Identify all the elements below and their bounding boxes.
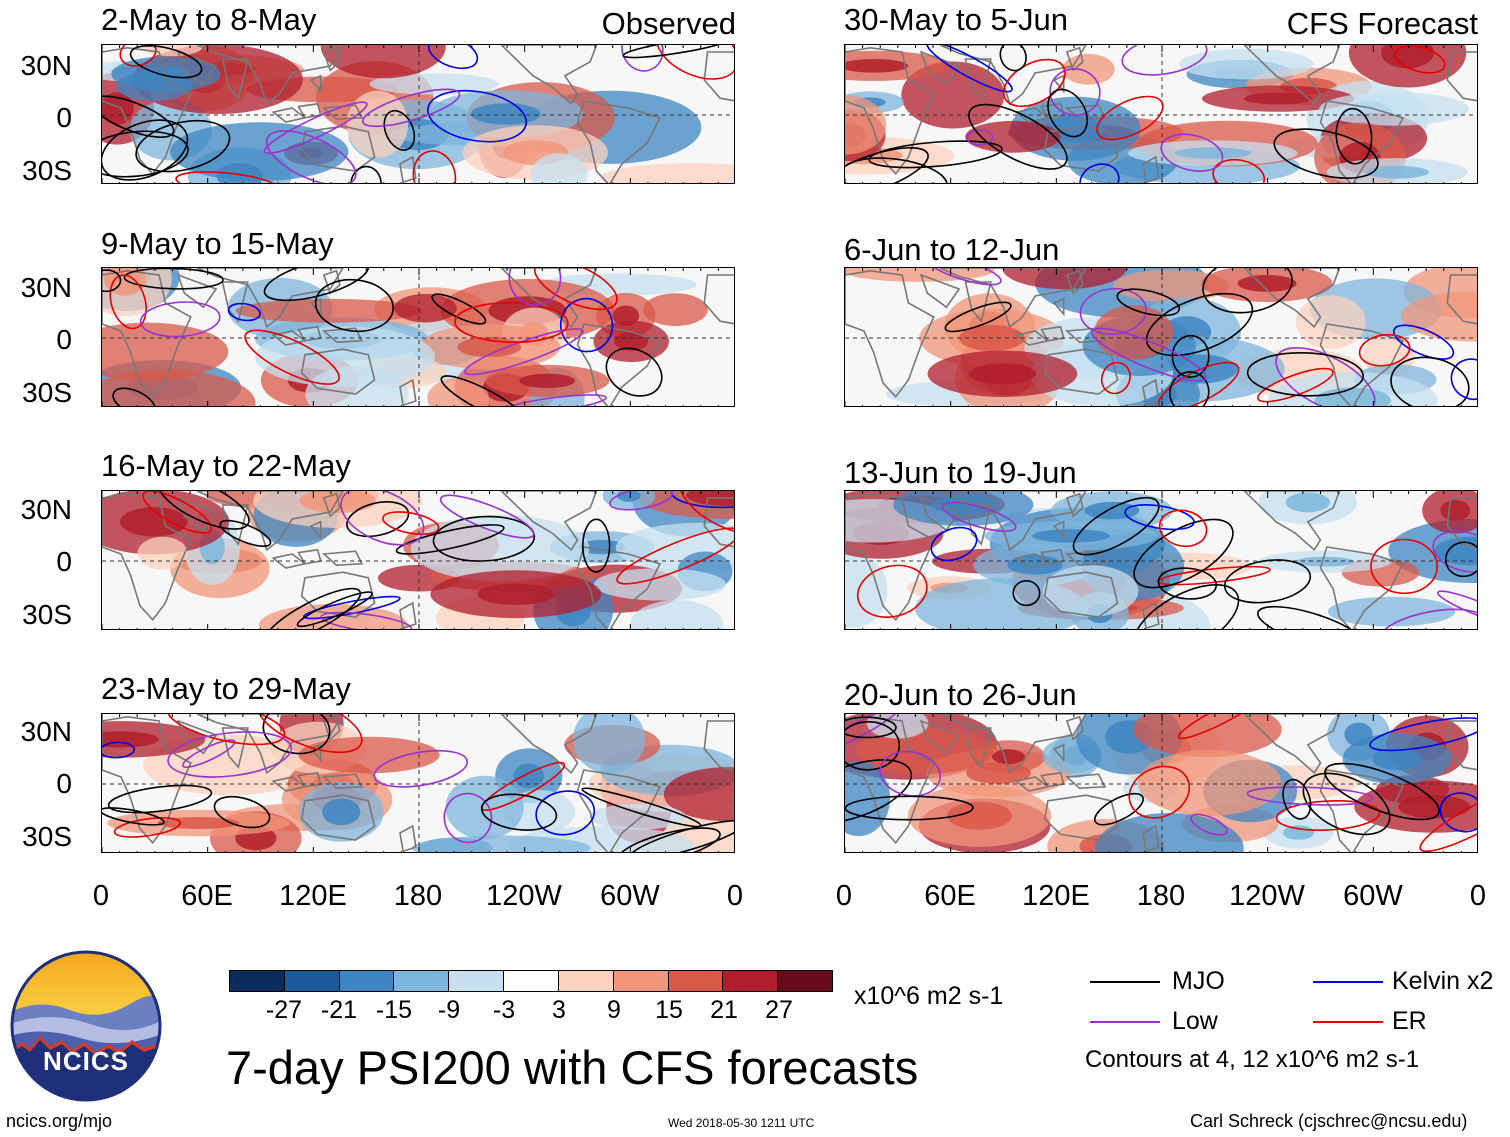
logo-text: NCICS (43, 1046, 129, 1076)
lat-label-30s-p1: 30S (22, 155, 72, 186)
lat-label-eq-p4: 0 (56, 768, 72, 799)
lon-label-left-180: 180 (393, 880, 443, 912)
colorbar-swatch-11 (778, 971, 832, 991)
colorbar-swatch-7 (558, 971, 614, 991)
legend-low-line (1090, 1021, 1160, 1023)
colorbar-swatch-9 (668, 971, 724, 991)
colorbar-tick-4: -9 (437, 996, 461, 1024)
legend-note: Contours at 4, 12 x10^6 m2 s-1 (1085, 1046, 1420, 1073)
legend-low-label: Low (1172, 1007, 1218, 1035)
lat-label-30s-p4: 30S (22, 821, 72, 852)
lon-label-right-120e: 120E (1022, 880, 1090, 912)
lon-label-right-0: 0 (835, 880, 853, 912)
colorbar-tick-1: -27 (265, 996, 303, 1024)
ncics-logo: NCICS (10, 950, 162, 1102)
legend-mjo-line (1090, 981, 1160, 983)
footer-credit: Carl Schreck (cjschrec@ncsu.edu) (1190, 1111, 1468, 1131)
main-title: 7-day PSI200 with CFS forecasts (226, 1041, 919, 1094)
observed-map-2 (101, 267, 735, 407)
forecast-panel-2-title: 6-Jun to 12-Jun (844, 232, 1060, 267)
legend-mjo-label: MJO (1172, 967, 1225, 995)
colorbar-tick-10: 27 (765, 996, 793, 1024)
colorbar-tick-8: 15 (655, 996, 683, 1024)
observed-map-1 (101, 44, 735, 184)
lon-label-right-360: 0 (1469, 880, 1487, 912)
colorbar-swatch-4 (394, 971, 450, 991)
lat-label-30n-p2: 30N (20, 272, 72, 303)
lon-label-right-180: 180 (1136, 880, 1186, 912)
footer-url[interactable]: ncics.org/mjo (6, 1111, 113, 1131)
lat-label-30n-p4: 30N (20, 716, 72, 747)
forecast-panel-3-title: 13-Jun to 19-Jun (844, 455, 1077, 490)
colorbar-swatch-8 (613, 971, 669, 991)
lat-label-eq-p2: 0 (56, 324, 72, 355)
forecast-map-3 (844, 490, 1478, 630)
lon-label-left-120w: 120W (486, 880, 562, 912)
forecast-header: CFS Forecast (1286, 6, 1478, 41)
observed-panel-2-title: 9-May to 15-May (101, 226, 334, 261)
colorbar-units: x10^6 m2 s-1 (854, 982, 1004, 1010)
lon-label-right-120w: 120W (1229, 880, 1305, 912)
lon-label-left-360: 0 (726, 880, 744, 912)
lat-label-30s-p3: 30S (22, 599, 72, 630)
forecast-map-4 (844, 713, 1478, 853)
lat-label-eq-p3: 0 (56, 546, 72, 577)
observed-panel-4-title: 23-May to 29-May (101, 671, 351, 706)
lon-label-right-60e: 60E (924, 880, 976, 912)
colorbar-swatch-2 (284, 971, 340, 991)
lon-label-left-120e: 120E (279, 880, 347, 912)
forecast-panel-1-title: 30-May to 5-Jun (844, 2, 1068, 37)
legend-er-label: ER (1392, 1007, 1427, 1035)
lat-label-30n-p3: 30N (20, 494, 72, 525)
forecast-panel-4-title: 20-Jun to 26-Jun (844, 677, 1077, 712)
lat-label-30s-p2: 30S (22, 377, 72, 408)
colorbar-tick-9: 21 (710, 996, 738, 1024)
colorbar (229, 970, 833, 992)
colorbar-tick-3: -15 (375, 996, 413, 1024)
legend-kelvin-line (1313, 981, 1383, 983)
legend-kelvin-label: Kelvin x2 (1392, 967, 1494, 995)
colorbar-tick-5: -3 (492, 996, 516, 1024)
lon-label-right-60w: 60W (1343, 880, 1403, 912)
lat-label-30n-p1: 30N (20, 50, 72, 81)
colorbar-tick-6: 3 (552, 996, 566, 1024)
colorbar-tick-2: -21 (320, 996, 358, 1024)
lat-label-eq-p1: 0 (56, 102, 72, 133)
colorbar-tick-7: 9 (607, 996, 621, 1024)
observed-map-3 (101, 490, 735, 630)
forecast-map-1 (844, 44, 1478, 184)
colorbar-swatch-6 (504, 971, 559, 991)
ncics-logo-graphic (10, 950, 162, 1102)
colorbar-swatch-1 (230, 971, 285, 991)
footer-timestamp: Wed 2018-05-30 1211 UTC (668, 1116, 815, 1130)
observed-header: Observed (601, 6, 736, 41)
lon-label-left-60e: 60E (181, 880, 233, 912)
legend-er-line (1313, 1021, 1383, 1023)
colorbar-swatch-3 (339, 971, 395, 991)
lon-label-left-60w: 60W (600, 880, 660, 912)
observed-panel-1-title: 2-May to 8-May (101, 2, 317, 37)
colorbar-swatch-10 (723, 971, 779, 991)
observed-panel-3-title: 16-May to 22-May (101, 448, 351, 483)
forecast-map-2 (844, 267, 1478, 407)
colorbar-swatch-5 (449, 971, 505, 991)
lon-label-left-0: 0 (92, 880, 110, 912)
observed-map-4 (101, 713, 735, 853)
